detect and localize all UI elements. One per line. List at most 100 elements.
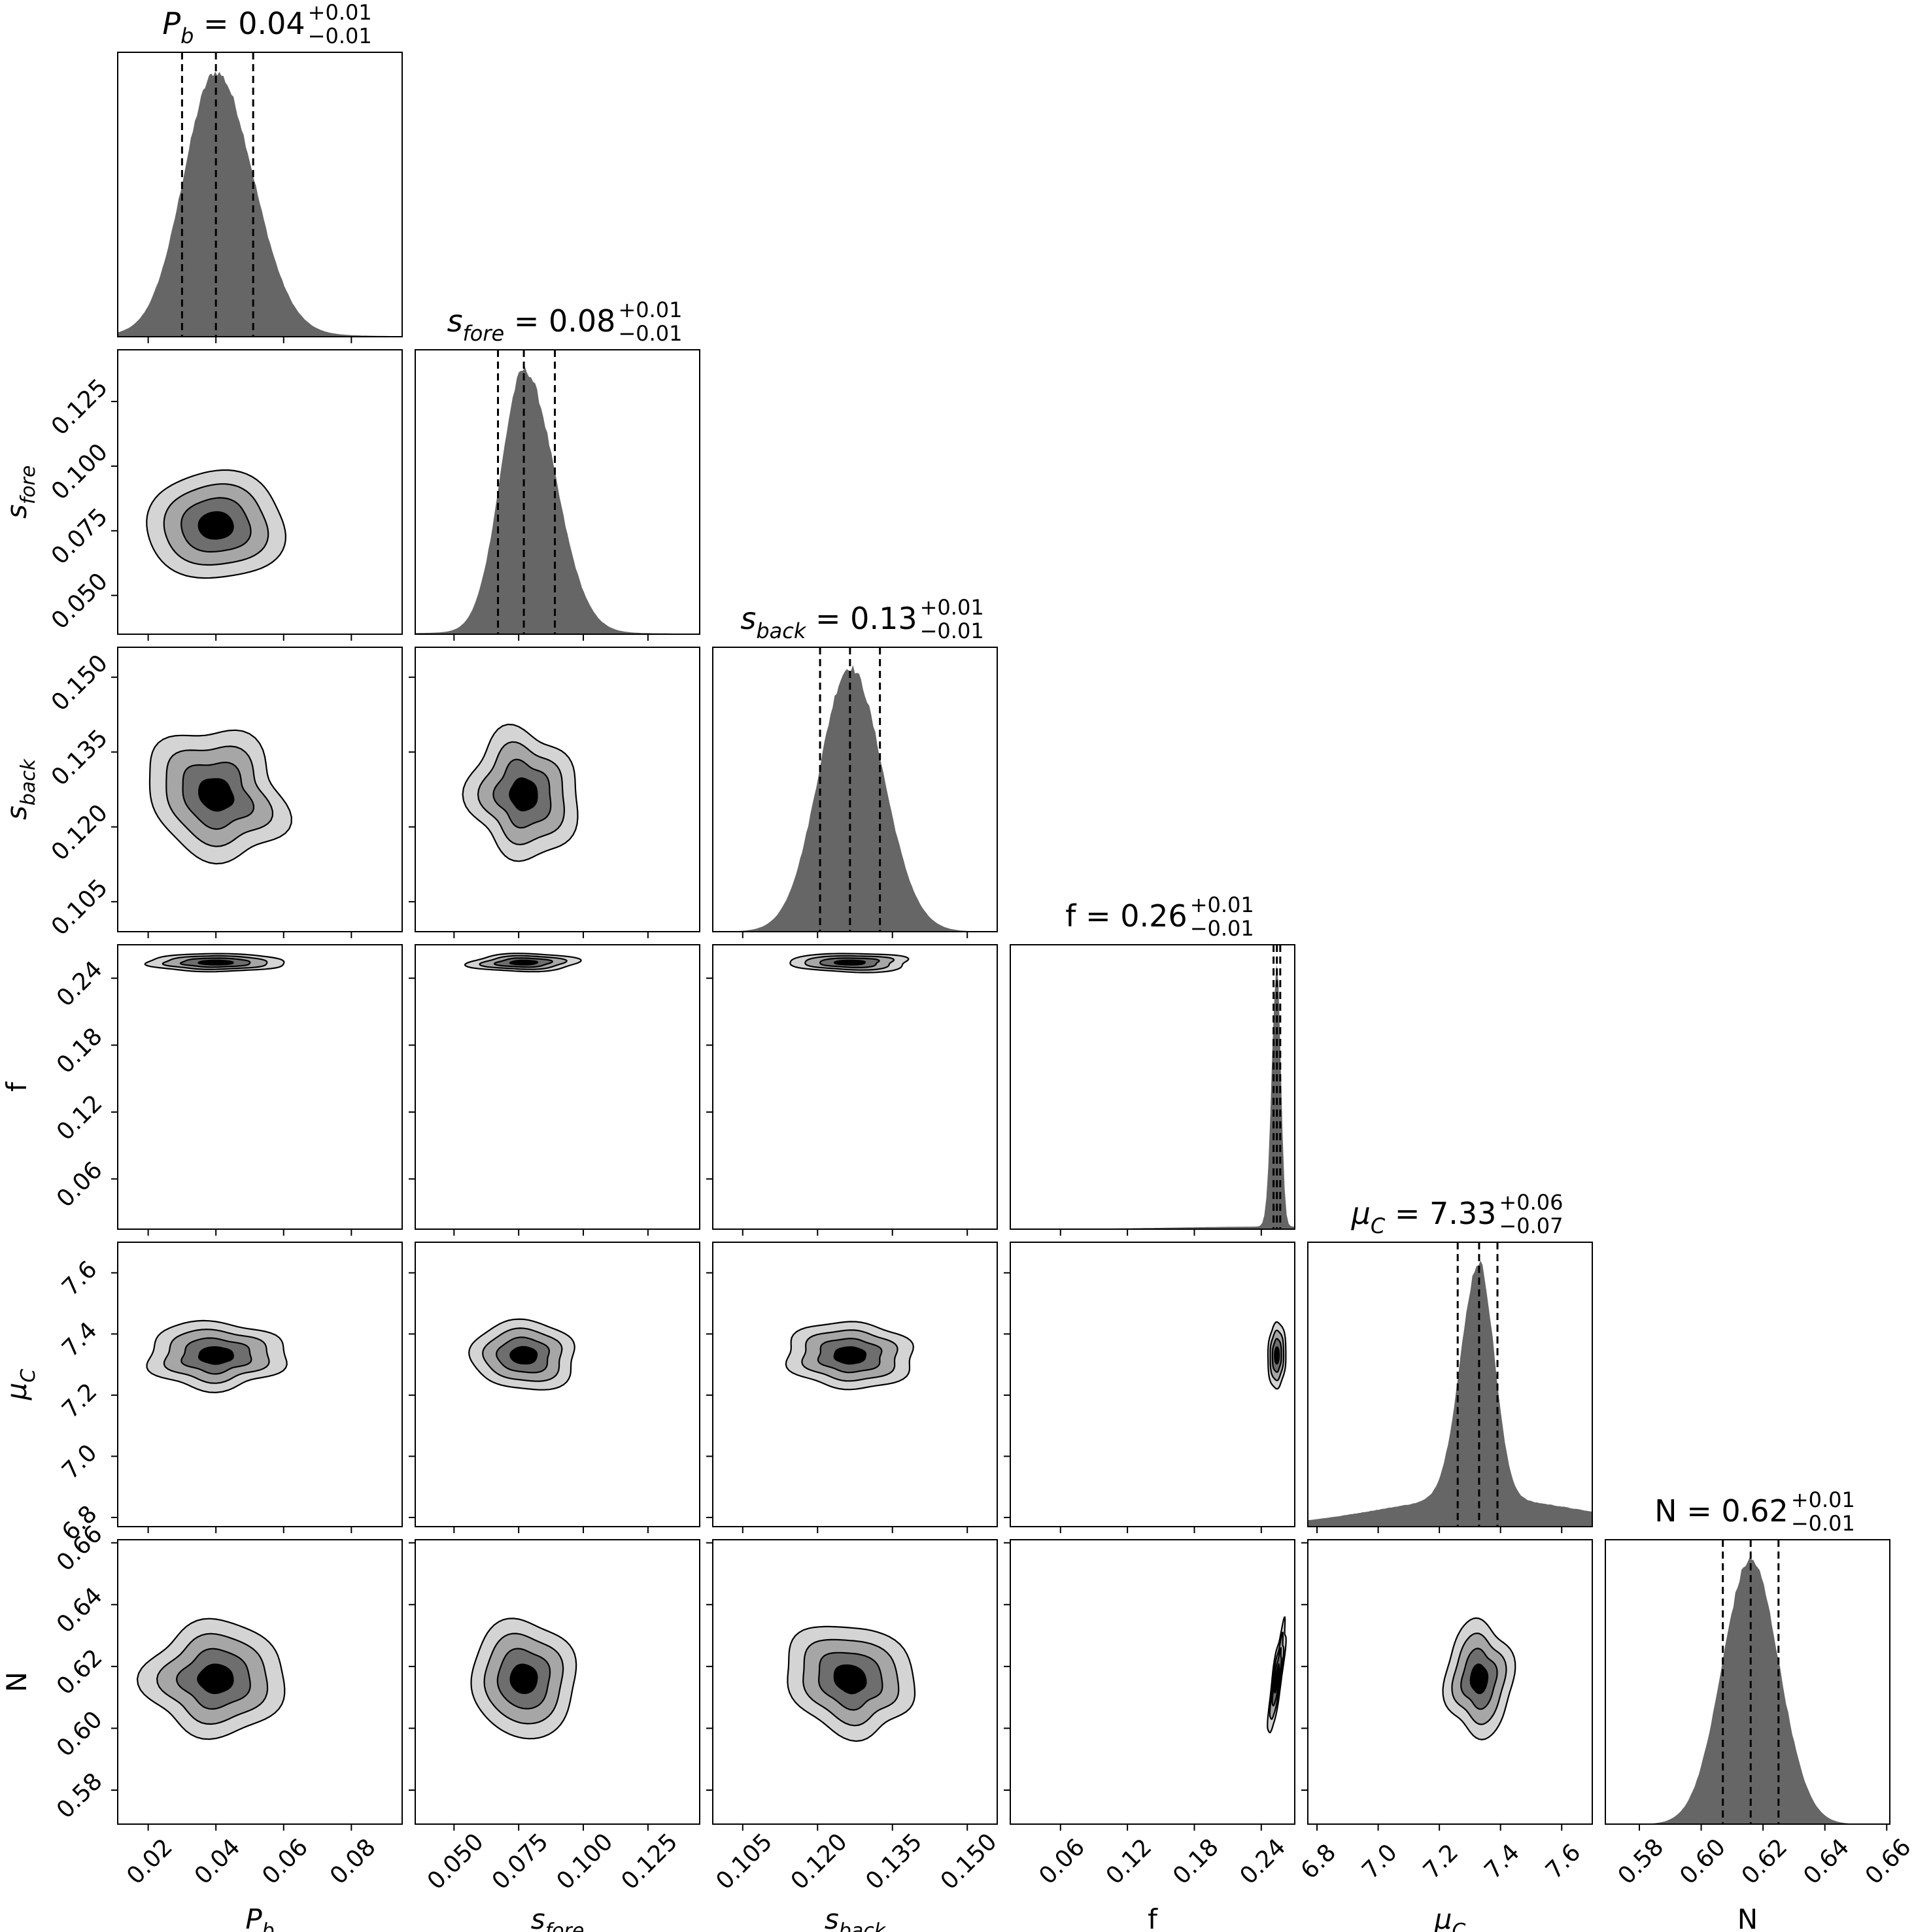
title-err-plus: +0.06 <box>1499 1190 1563 1215</box>
label-subscript: fore <box>463 321 505 346</box>
panel-frame <box>117 1539 403 1825</box>
x-tick-label: 0.135 <box>861 1829 927 1895</box>
panel-frame <box>415 944 700 1230</box>
x-tick-label: 0.12 <box>1101 1834 1157 1890</box>
contour-level-4 <box>197 959 234 966</box>
title-median: = 0.26 <box>1076 898 1187 934</box>
panel-frame <box>1307 1539 1593 1825</box>
y-tick-label: 0.120 <box>46 800 113 866</box>
x-tick-label: 0.60 <box>1675 1834 1731 1890</box>
contour-level-4 <box>197 511 234 540</box>
contour-level-4 <box>833 1346 867 1365</box>
y-tick-label: 0.58 <box>52 1768 108 1824</box>
x-axis-label-P_b: Pb <box>245 1903 274 1932</box>
panel-f-vs-mu_C <box>1004 1242 1295 1533</box>
panel-frame <box>415 349 700 635</box>
panel-s_back-vs-f <box>706 944 998 1236</box>
label-base: s <box>1 805 33 820</box>
histogram-f <box>1010 964 1295 1229</box>
histogram-N <box>1605 1557 1890 1824</box>
y-axis-label-f: f <box>1 1081 33 1092</box>
title-err-minus: −0.01 <box>618 321 682 346</box>
x-tick-label: 7.2 <box>1418 1839 1463 1884</box>
y-tick-label: 0.050 <box>46 568 113 635</box>
panel-frame <box>1010 1539 1295 1825</box>
y-axis-label-s_back: sback <box>1 758 40 820</box>
panel-frame <box>415 647 700 932</box>
x-tick-label: 0.125 <box>616 1829 683 1895</box>
panel-s_back-vs-N: 0.105 0.120 0.135 0.150 <box>706 1539 1002 1895</box>
x-tick-label: 0.62 <box>1737 1834 1793 1890</box>
panel-frame <box>712 1539 998 1825</box>
x-tick-label: 7.6 <box>1541 1839 1586 1884</box>
panel-s_fore-vs-s_back <box>409 647 700 938</box>
label-subscript: fore <box>17 466 40 505</box>
label-subscript: back <box>839 1920 887 1932</box>
title-err-plus: +0.01 <box>1190 892 1254 917</box>
y-tick-label: 0.24 <box>52 956 108 1012</box>
y-tick-label: 0.18 <box>52 1023 108 1079</box>
x-tick-label: 0.105 <box>711 1829 778 1895</box>
panel-s_back-vs-mu_C <box>706 1242 998 1533</box>
panel-frame <box>117 944 403 1230</box>
x-tick-label: 0.04 <box>190 1834 246 1890</box>
histogram-mu_C <box>1308 1261 1592 1527</box>
title-err-minus: −0.01 <box>920 619 984 643</box>
x-tick-label: 0.050 <box>422 1829 489 1895</box>
label-base: s <box>531 1903 545 1932</box>
contour-level-4 <box>197 1346 234 1365</box>
label-base: f <box>1065 898 1077 934</box>
title-err-minus: −0.01 <box>1190 916 1254 941</box>
title-median: = 0.04 <box>194 6 305 41</box>
label-subscript: C <box>1371 1213 1386 1238</box>
panel-mu_C-vs-N: 6.8 7.0 7.2 7.4 7.6 <box>1296 1539 1593 1884</box>
label-base: μ <box>1434 1903 1452 1932</box>
panel-mu_C-vs-mu_C: μC = 7.33 +0.06−0.07 <box>1307 1190 1593 1533</box>
panel-frame <box>712 647 998 932</box>
x-tick-label: 0.58 <box>1613 1834 1669 1890</box>
panel-frame <box>117 52 403 337</box>
label-base: s <box>825 1903 839 1932</box>
x-tick-label: 0.08 <box>325 1834 381 1890</box>
panel-frame <box>1307 1242 1593 1527</box>
label-base: f <box>1148 1903 1158 1932</box>
x-tick-label: 7.4 <box>1479 1839 1524 1884</box>
contour-level-4 <box>509 959 539 966</box>
y-axis-label-mu_C: μC <box>1 1369 40 1401</box>
title-err-minus: −0.01 <box>1791 1511 1855 1536</box>
label-base: N <box>1737 1903 1758 1932</box>
label-subscript: b <box>180 24 194 48</box>
label-base: P <box>162 6 180 41</box>
contour-level-4 <box>197 778 235 812</box>
panel-P_b-vs-mu_C: 6.87.07.27.47.6 <box>57 1242 403 1546</box>
histogram-s_back <box>713 665 997 932</box>
title-mu_C: μC = 7.33 <box>1351 1196 1497 1238</box>
title-N: N = 0.62 <box>1654 1493 1788 1529</box>
x-tick-label: 0.120 <box>786 1829 853 1895</box>
contour-level-4 <box>1274 1346 1280 1364</box>
contour-level-4 <box>197 1663 234 1695</box>
panel-frame <box>712 944 998 1230</box>
panel-s_back-vs-s_back: sback = 0.13 +0.01−0.01 <box>712 595 998 938</box>
x-tick-label: 6.8 <box>1296 1839 1341 1884</box>
title-err-minus: −0.01 <box>308 24 372 48</box>
contour-level-4 <box>509 1346 538 1364</box>
panel-frame <box>1010 1242 1295 1527</box>
label-subscript: fore <box>545 1920 585 1932</box>
x-axis-label-N: N <box>1737 1903 1758 1932</box>
panel-s_fore-vs-s_fore: sfore = 0.08 +0.01−0.01 <box>415 297 700 641</box>
x-tick-label: 7.0 <box>1357 1839 1402 1884</box>
label-base: μ <box>1 1383 33 1401</box>
label-base: N <box>1 1672 33 1692</box>
title-median: = 7.33 <box>1385 1196 1496 1231</box>
label-base: μ <box>1351 1196 1371 1231</box>
panel-P_b-vs-f: 0.06 0.12 0.18 0.24 <box>52 944 403 1236</box>
y-tick-label: 7.0 <box>57 1440 102 1485</box>
contour-level-4 <box>833 1664 867 1695</box>
contour-level-4 <box>834 959 866 966</box>
panel-frame <box>117 1242 403 1527</box>
label-subscript: back <box>17 758 40 805</box>
y-tick-label: 0.135 <box>46 724 113 791</box>
y-tick-label: 7.4 <box>57 1317 102 1362</box>
